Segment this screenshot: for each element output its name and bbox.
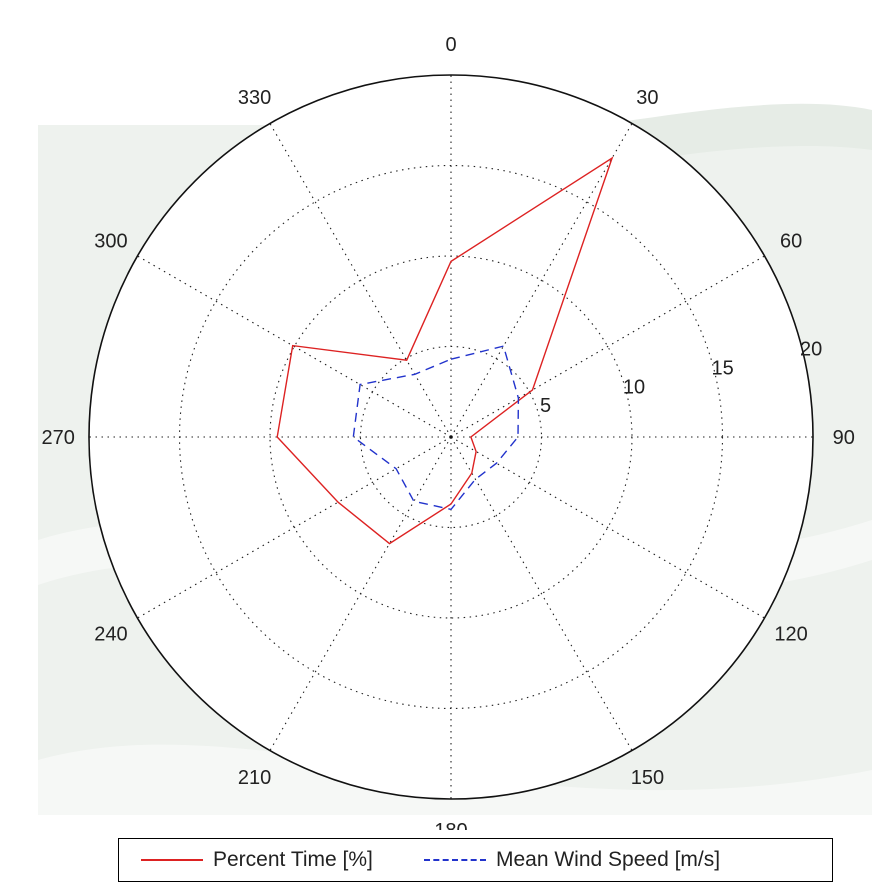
legend-swatch-percent-time — [141, 859, 203, 861]
angle-tick-label: 300 — [94, 231, 127, 253]
radial-tick-label: 5 — [540, 395, 551, 417]
radial-tick-label: 15 — [711, 358, 733, 380]
angular-gridline — [137, 436, 452, 619]
radial-tick-label: 20 — [800, 339, 822, 361]
angle-tick-label: 90 — [833, 427, 855, 449]
angle-tick-label: 240 — [94, 623, 127, 645]
legend: Percent Time [%] Mean Wind Speed [m/s] — [118, 838, 833, 882]
angular-gridline — [450, 436, 633, 751]
angle-tick-label: 0 — [445, 34, 456, 56]
angle-tick-label: 330 — [238, 87, 271, 109]
angular-gridline — [450, 123, 633, 438]
angle-tick-label: 270 — [42, 427, 75, 449]
angular-gridline — [269, 123, 452, 438]
angle-tick-label: 60 — [780, 231, 802, 253]
angle-tick-label: 120 — [774, 623, 807, 645]
origin-dot — [449, 435, 453, 439]
angle-tick-label: 30 — [636, 87, 658, 109]
legend-item-mean-wind-speed: Mean Wind Speed [m/s] — [424, 839, 720, 881]
angle-tick-label: 150 — [631, 767, 664, 789]
angular-gridline — [269, 436, 452, 751]
polar-grid — [88, 74, 814, 800]
polar-outer-circle — [88, 74, 814, 800]
legend-label-percent-time: Percent Time [%] — [213, 848, 373, 871]
angle-tick-label: 210 — [238, 767, 271, 789]
legend-item-percent-time: Percent Time [%] — [141, 839, 373, 881]
series-layer — [276, 156, 614, 545]
legend-label-mean-wind-speed: Mean Wind Speed [m/s] — [496, 848, 721, 871]
background-bands — [38, 75, 872, 815]
legend-swatch-mean-wind-speed — [424, 859, 486, 861]
angular-gridline — [450, 436, 765, 619]
angle-tick-label: 180 — [434, 820, 467, 830]
radial-tick-label: 10 — [623, 376, 645, 398]
tick-labels: 0 30 60 90 120 150 180 210 240 270 300 330 5 10 15 20 — [42, 34, 855, 830]
polar-chart: 0 30 60 90 120 150 180 210 240 270 300 330 5 10 15 20 — [38, 34, 872, 830]
angular-gridline — [450, 255, 765, 438]
